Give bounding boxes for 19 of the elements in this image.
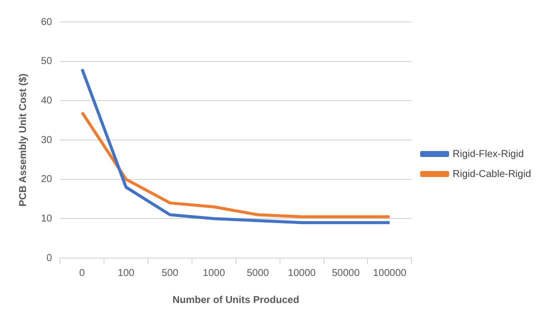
y-tick-label: 10	[41, 213, 53, 224]
x-tick-label: 50000	[332, 268, 360, 279]
y-tick-label: 0	[46, 252, 53, 264]
y-axis-title: PCB Assembly Unit Cost ($)	[18, 74, 29, 206]
x-tick-label: 500	[162, 268, 179, 279]
x-tick-label: 0	[79, 268, 86, 279]
x-tick-label: 100000	[372, 268, 407, 279]
x-tick-label: 100	[118, 268, 135, 279]
x-tick-label: 10000	[288, 268, 316, 279]
legend-label: Rigid-Flex-Rigid	[452, 148, 524, 160]
x-tick-label: 5000	[246, 268, 270, 279]
y-tick-label: 60	[41, 16, 53, 28]
y-tick-label: 20	[41, 174, 53, 186]
x-axis-title: Number of Units Produced	[172, 294, 300, 306]
y-tick-label: 50	[41, 56, 53, 68]
y-tick-label: 30	[41, 134, 53, 146]
y-tick-label: 40	[41, 95, 53, 106]
legend-label: Rigid-Cable-Rigid	[452, 168, 532, 180]
x-tick-label: 1000	[202, 268, 226, 279]
